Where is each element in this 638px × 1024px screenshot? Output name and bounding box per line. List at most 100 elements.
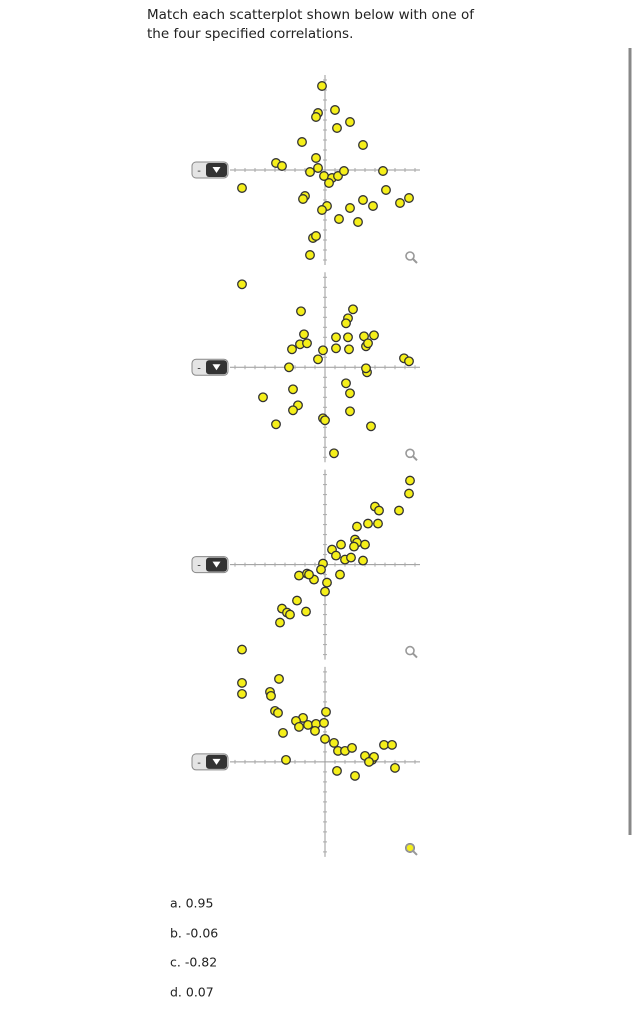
point	[287, 344, 297, 355]
point	[331, 343, 341, 354]
point	[275, 617, 285, 628]
point	[285, 609, 295, 620]
point	[302, 338, 312, 349]
point	[336, 539, 346, 550]
point	[330, 105, 340, 115]
point	[360, 539, 370, 550]
point	[363, 338, 373, 349]
point	[349, 541, 359, 552]
point	[341, 378, 351, 389]
point	[313, 163, 323, 173]
point	[292, 595, 302, 606]
point	[281, 754, 291, 765]
point	[352, 521, 362, 532]
point	[335, 569, 345, 580]
point	[303, 719, 313, 730]
point	[334, 214, 344, 224]
zoom-handle	[412, 258, 418, 264]
point	[237, 279, 247, 290]
zoom-icon[interactable]	[405, 843, 418, 856]
point	[341, 318, 351, 329]
point	[319, 717, 329, 728]
point	[273, 707, 283, 718]
point	[324, 178, 334, 188]
point	[288, 384, 298, 395]
zoom-icon[interactable]	[405, 251, 418, 264]
option: b. -0.06	[170, 926, 218, 941]
point	[368, 201, 378, 211]
dropdown-value: -	[197, 166, 201, 177]
zoom-handle	[412, 455, 418, 462]
point	[266, 690, 276, 701]
point	[404, 488, 414, 499]
dropdown-arrow	[212, 167, 221, 173]
point	[299, 329, 309, 340]
point	[301, 606, 311, 617]
point	[332, 123, 342, 133]
point	[258, 392, 268, 403]
point	[296, 306, 306, 317]
point	[237, 644, 247, 655]
dropdown-value: -	[197, 561, 201, 572]
zoom-lens	[405, 448, 415, 459]
point	[345, 203, 355, 213]
point	[353, 217, 363, 227]
point	[320, 415, 330, 426]
point	[311, 112, 321, 122]
dropdown[interactable]: -	[191, 556, 229, 574]
point	[358, 555, 368, 566]
point	[345, 406, 355, 417]
point	[317, 205, 327, 215]
point	[294, 721, 304, 732]
dropdown[interactable]: -	[191, 753, 229, 771]
dropdown-arrow	[212, 561, 221, 568]
dropdown-arrow	[212, 364, 221, 371]
point	[329, 737, 339, 748]
dropdown-arrow	[212, 758, 221, 765]
point	[237, 677, 247, 688]
point	[374, 505, 384, 516]
point	[237, 183, 247, 193]
prompt-line: Match each scatterplot shown below with …	[147, 7, 475, 23]
point	[277, 161, 287, 171]
point	[310, 725, 320, 736]
point	[304, 569, 314, 580]
point	[345, 388, 355, 399]
option: d. 0.07	[170, 985, 214, 1000]
point	[404, 193, 414, 203]
point	[294, 570, 304, 581]
point	[332, 765, 342, 776]
option: c. -0.82	[170, 955, 217, 970]
point	[311, 231, 321, 241]
point	[387, 739, 397, 750]
prompt-line: the four specified correlations.	[147, 26, 353, 42]
point	[322, 577, 332, 588]
point	[288, 405, 298, 416]
zoom-icon[interactable]	[405, 448, 418, 462]
dropdown[interactable]: -	[191, 358, 229, 376]
point	[297, 137, 307, 147]
point	[305, 250, 315, 260]
point	[346, 552, 356, 563]
point	[373, 518, 383, 529]
point	[379, 739, 389, 750]
point	[329, 448, 339, 459]
point	[321, 706, 331, 717]
point	[331, 332, 341, 343]
dropdown-value: -	[197, 758, 201, 769]
point	[344, 344, 354, 355]
zoom-handle	[412, 652, 418, 659]
point	[237, 688, 247, 699]
zoom-icon[interactable]	[405, 645, 418, 659]
point	[320, 733, 330, 744]
point	[305, 167, 315, 177]
point	[274, 673, 284, 684]
dropdown-value: -	[197, 363, 201, 374]
point	[284, 362, 294, 373]
zoom-lens	[405, 645, 415, 656]
option: a. 0.95	[170, 896, 213, 911]
point	[381, 185, 391, 195]
dropdown[interactable]: -	[191, 161, 229, 179]
zoom-lens	[405, 251, 415, 261]
